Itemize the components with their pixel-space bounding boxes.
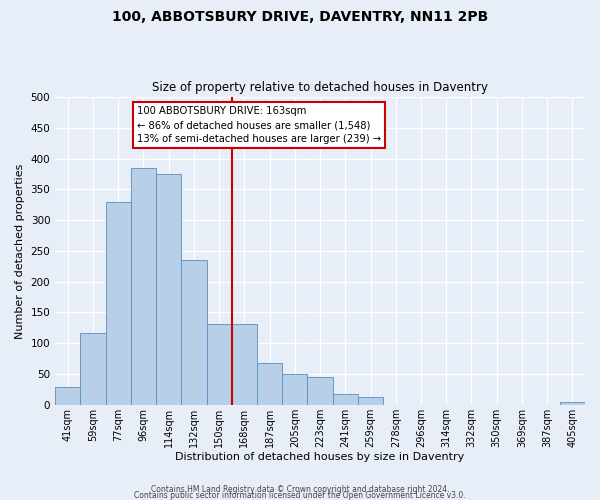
Y-axis label: Number of detached properties: Number of detached properties [15, 163, 25, 338]
X-axis label: Distribution of detached houses by size in Daventry: Distribution of detached houses by size … [175, 452, 465, 462]
Bar [131, 168, 156, 405]
Title: Size of property relative to detached houses in Daventry: Size of property relative to detached ho… [152, 82, 488, 94]
Bar [307, 377, 332, 405]
Bar [156, 174, 181, 405]
Bar [181, 260, 206, 405]
Bar [80, 334, 106, 405]
Bar [55, 387, 80, 405]
Bar [560, 402, 585, 405]
Bar [257, 363, 282, 405]
Text: 100 ABBOTSBURY DRIVE: 163sqm
← 86% of detached houses are smaller (1,548)
13% of: 100 ABBOTSBURY DRIVE: 163sqm ← 86% of de… [137, 106, 382, 144]
Text: Contains HM Land Registry data © Crown copyright and database right 2024.: Contains HM Land Registry data © Crown c… [151, 484, 449, 494]
Bar [106, 202, 131, 405]
Bar [232, 324, 257, 405]
Bar [358, 397, 383, 405]
Text: Contains public sector information licensed under the Open Government Licence v3: Contains public sector information licen… [134, 490, 466, 500]
Bar [282, 374, 307, 405]
Text: 100, ABBOTSBURY DRIVE, DAVENTRY, NN11 2PB: 100, ABBOTSBURY DRIVE, DAVENTRY, NN11 2P… [112, 10, 488, 24]
Bar [332, 394, 358, 405]
Bar [206, 324, 232, 405]
